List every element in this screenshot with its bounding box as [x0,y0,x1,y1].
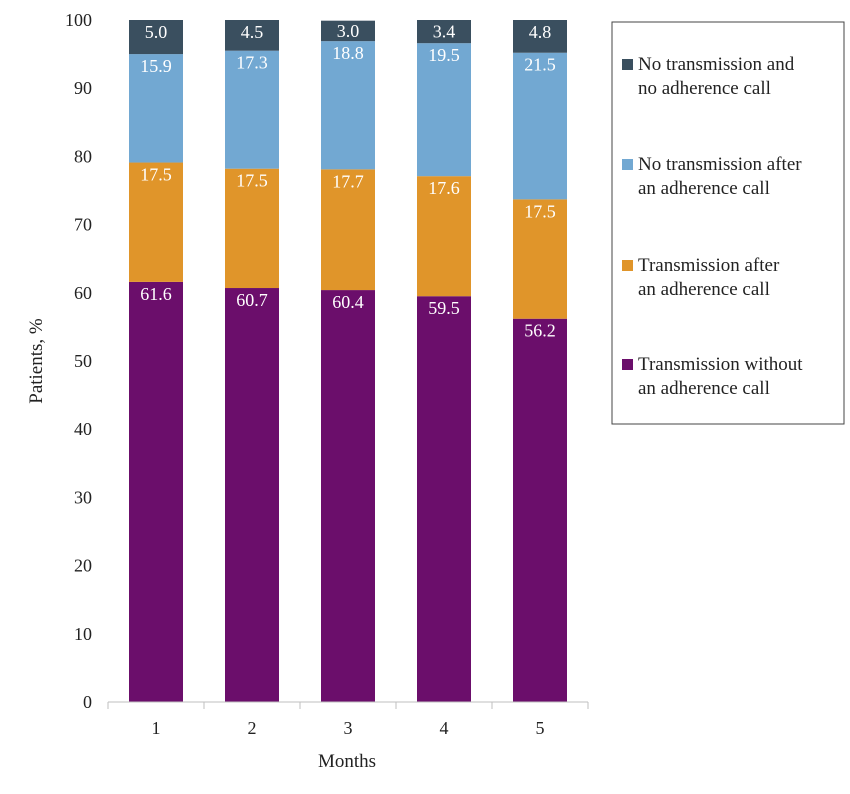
bar-segment [417,296,471,702]
data-label: 18.8 [332,43,364,63]
legend-label: No transmission and [638,54,795,75]
bar-segment [225,50,279,169]
y-tick-label: 70 [74,215,92,235]
bar-segment [321,290,375,702]
x-axis-title: Months [318,751,376,772]
bar-segment [225,20,279,51]
data-label: 17.7 [332,171,364,191]
x-tick-label: 2 [248,718,257,738]
legend-box [611,21,845,425]
y-tick-label: 0 [83,692,92,712]
bar-segment [129,20,183,55]
data-label: 19.5 [428,45,460,65]
x-tick-label: 4 [440,718,449,738]
x-tick-label: 1 [152,718,161,738]
bar-segment [321,41,375,170]
legend-swatch [622,159,633,170]
data-label: 17.5 [524,201,556,221]
legend-swatch [622,359,633,370]
data-label: 5.0 [145,22,168,42]
data-label: 4.8 [529,22,552,42]
bar-segment [129,162,183,282]
legend-label: No transmission after [638,154,802,175]
bars: 61.6 17.5 15.9 5.0 60.7 17.5 17.3 4.5 60.4 17.7 18… [129,20,567,702]
y-tick-label: 60 [74,283,92,303]
bar-segment [513,199,567,319]
data-label: 15.9 [140,56,172,76]
bar-segment [513,52,567,200]
legend: No transmission and no adherence call No t… [611,21,845,425]
y-tick-label: 90 [74,78,92,98]
bar-segment [225,168,279,289]
data-label: 56.2 [524,321,556,341]
legend-label: Transmission after [638,255,780,276]
data-label: 17.5 [236,171,268,191]
x-tick-label: 5 [536,718,545,738]
data-label: 4.5 [241,22,264,42]
y-tick-label: 20 [74,556,92,576]
bar-segment [321,169,375,291]
y-tick-label: 100 [65,10,92,30]
data-label: 17.5 [140,165,172,185]
bar-segment [417,43,471,177]
y-axis-title: Patients, % [26,318,47,404]
y-tick-label: 10 [74,624,92,644]
data-label: 61.6 [140,284,172,304]
legend-label: an adherence call [638,279,770,300]
y-tick-label: 40 [74,419,92,439]
y-tick-label: 80 [74,146,92,166]
data-label: 17.6 [428,178,460,198]
legend-label: no adherence call [638,78,771,99]
x-tick-label: 3 [344,718,353,738]
data-label: 59.5 [428,298,460,318]
y-tick-label: 50 [74,351,92,371]
bar-segment [513,318,567,702]
bar-segment [417,176,471,297]
bar-segment [513,20,567,53]
y-tick-label: 30 [74,487,92,507]
y-axis: 0 10 20 30 40 50 60 70 80 90 100 [65,10,92,712]
data-label: 3.0 [337,21,360,41]
x-axis: 1 2 3 4 5 [107,701,589,738]
legend-label: an adherence call [638,178,770,199]
data-label: 60.7 [236,290,268,310]
legend-label: an adherence call [638,378,770,399]
bar-segment [225,288,279,702]
legend-swatch [622,59,633,70]
bar-segment [417,20,471,44]
data-label: 60.4 [332,292,364,312]
bar-segment [321,20,375,42]
legend-swatch [622,260,633,271]
bar-segment [129,54,183,163]
legend-label: Transmission without [638,354,803,375]
bar-segment [129,281,183,702]
data-label: 3.4 [433,22,456,42]
data-label: 21.5 [524,55,556,75]
data-label: 17.3 [236,53,268,73]
